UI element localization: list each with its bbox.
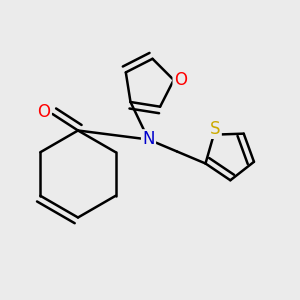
Text: N: N [142,130,155,148]
Text: O: O [174,71,187,89]
Text: O: O [38,103,51,121]
Text: S: S [210,120,220,138]
